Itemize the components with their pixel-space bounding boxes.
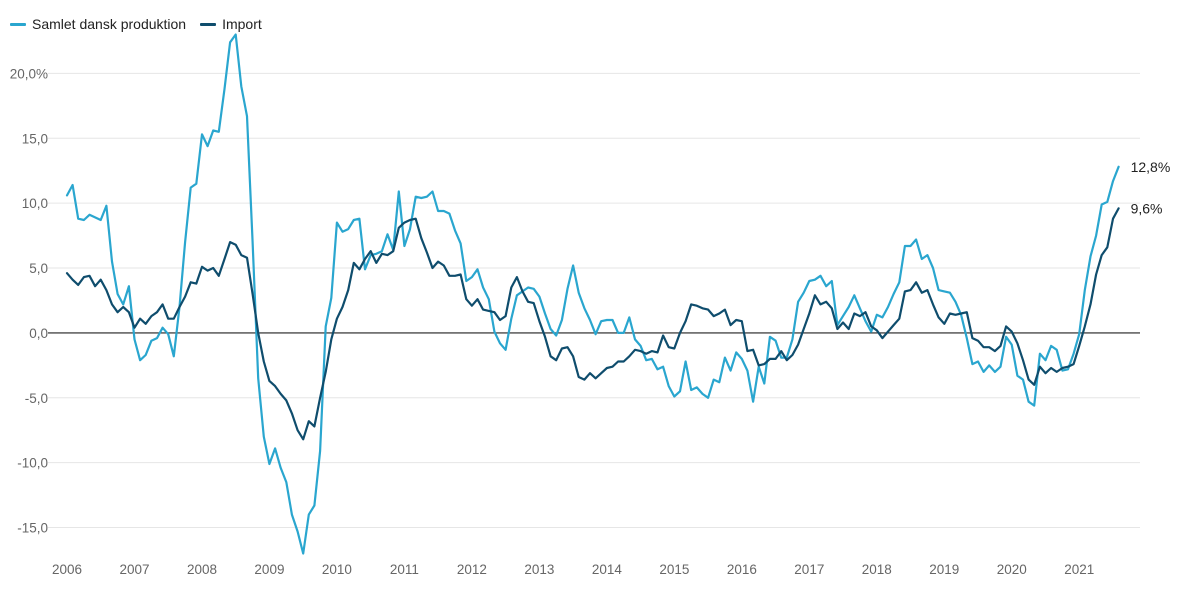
x-tick-label: 2015 (659, 562, 689, 577)
x-tick-label: 2012 (457, 562, 487, 577)
legend-swatch-import (200, 22, 217, 26)
x-tick-label: 2018 (862, 562, 892, 577)
y-tick-label: -15,0 (17, 521, 48, 536)
x-tick-label: 2021 (1064, 562, 1094, 577)
y-tick-label: -5,0 (25, 391, 48, 406)
end-value-labels: 12,8% 9,6% (1131, 159, 1171, 217)
y-tick-label: 0,0 (29, 326, 48, 341)
legend-swatch-production (10, 22, 26, 26)
y-tick-label: -10,0 (17, 456, 48, 471)
grid-lines (48, 72, 1140, 529)
y-tick-label: 20,0% (10, 66, 48, 81)
y-tick-label: 5,0 (29, 261, 48, 276)
x-tick-label: 2020 (997, 562, 1027, 577)
x-tick-label: 2009 (254, 562, 284, 577)
y-axis-tick-labels: -15,0 -10,0 -5,0 0,0 5,0 10,0 15,0 20,0% (10, 66, 48, 535)
x-tick-label: 2019 (929, 562, 959, 577)
x-tick-label: 2007 (119, 562, 149, 577)
x-tick-label: 2008 (187, 562, 217, 577)
legend-label-production: Samlet dansk produktion (32, 16, 187, 32)
x-tick-label: 2011 (390, 562, 419, 577)
end-label-import: 9,6% (1131, 200, 1163, 216)
x-tick-label: 2010 (322, 562, 352, 577)
x-tick-label: 2014 (592, 562, 623, 577)
legend-item-import: Import (200, 16, 262, 32)
x-tick-label: 2016 (727, 562, 757, 577)
series-line-import (65, 207, 1120, 441)
end-label-production: 12,8% (1131, 159, 1171, 175)
x-tick-label: 2006 (52, 562, 82, 577)
legend-item-production: Samlet dansk produktion (10, 16, 186, 32)
x-axis-tick-labels: 2006 2007 2008 2009 2010 2011 2012 2013 2014 2015… (52, 562, 1094, 577)
series-line-production (65, 33, 1120, 555)
x-tick-label: 2013 (524, 562, 554, 577)
x-tick-label: 2017 (794, 562, 824, 577)
series-lines (65, 33, 1120, 555)
legend-label-import: Import (222, 16, 262, 32)
y-tick-label: 10,0 (22, 196, 48, 211)
chart-legend: Samlet dansk produktion Import (10, 12, 262, 36)
y-tick-label: 15,0 (22, 131, 48, 146)
